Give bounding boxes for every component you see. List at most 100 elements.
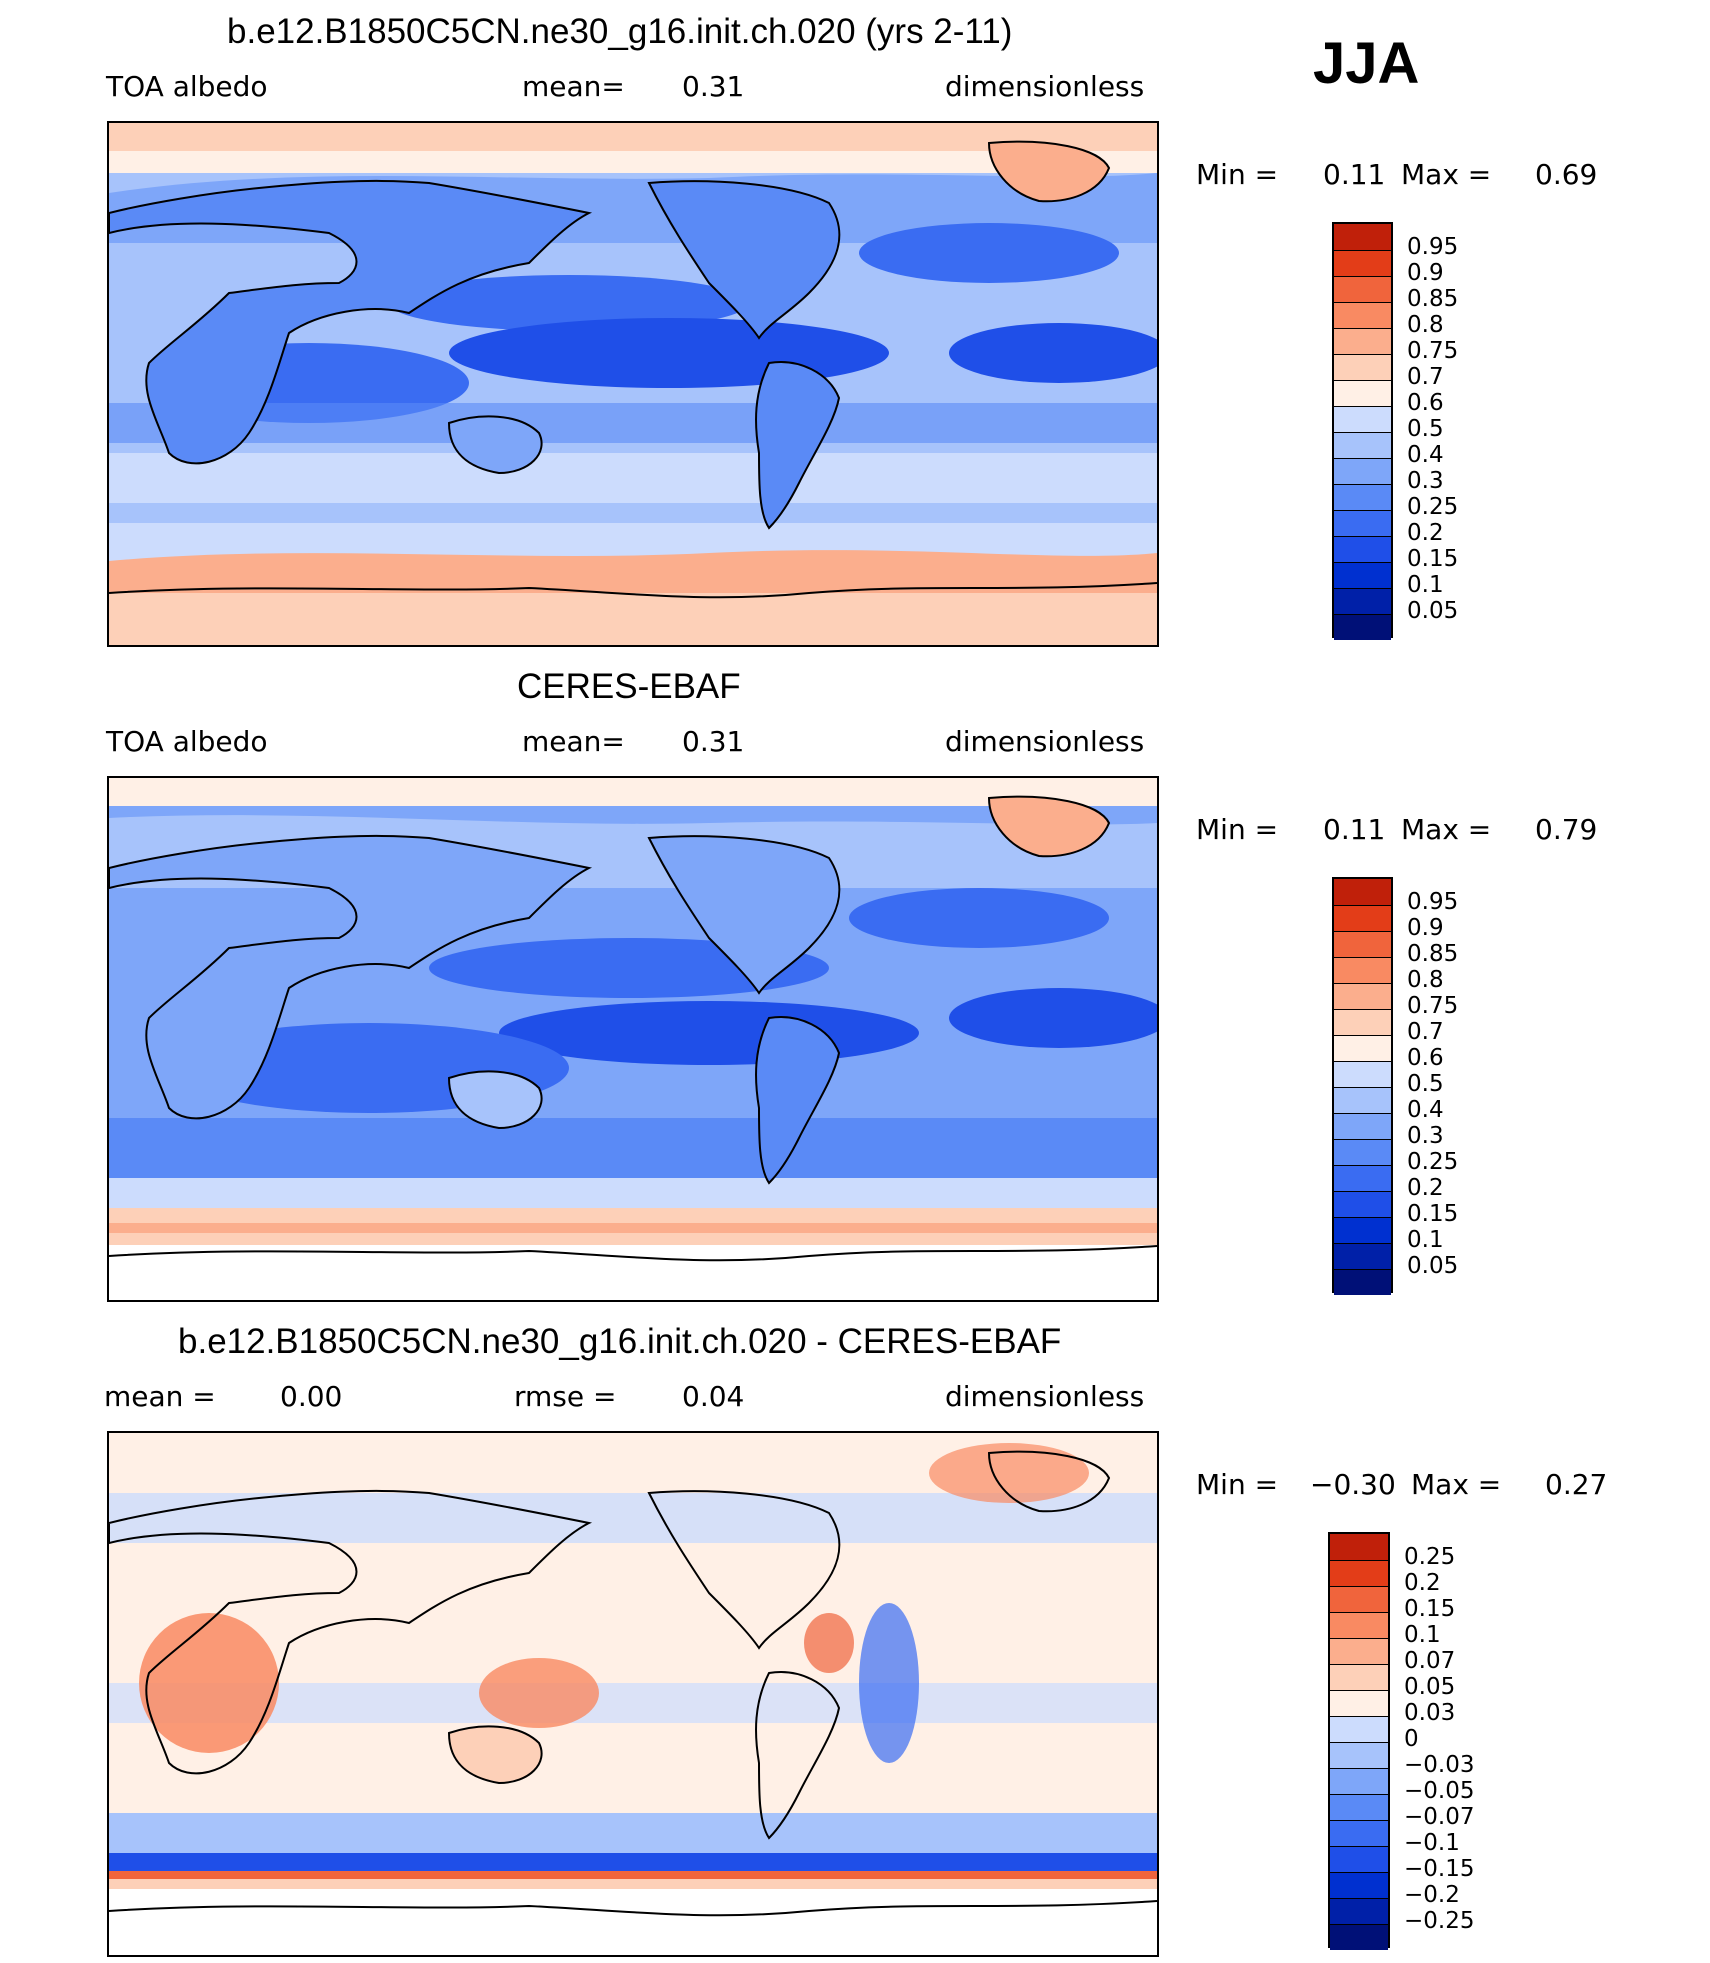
colorbar-tick-label: 0.05 bbox=[1404, 1674, 1456, 1700]
panel-1-colorbar bbox=[1332, 222, 1393, 640]
colorbar-tick-label: 0.3 bbox=[1407, 468, 1444, 494]
panel-3-max-value: 0.27 bbox=[1545, 1468, 1608, 1501]
colorbar-tick-label: 0.25 bbox=[1404, 1544, 1456, 1570]
colorbar-cell bbox=[1334, 432, 1391, 458]
panel-1-max-value: 0.69 bbox=[1535, 158, 1598, 191]
colorbar-cell bbox=[1330, 1924, 1388, 1950]
colorbar-cell bbox=[1330, 1612, 1388, 1638]
ice-edge-pos-2 bbox=[109, 1879, 1157, 1889]
antarctic-band-2 bbox=[109, 593, 1157, 645]
colorbar-cell bbox=[1334, 1087, 1391, 1113]
colorbar-tick-label: −0.1 bbox=[1404, 1830, 1460, 1856]
colorbar-cell bbox=[1334, 224, 1391, 250]
sh-midlat-band bbox=[109, 1118, 1157, 1178]
itcz-pacific bbox=[499, 1001, 919, 1065]
panel-3-colorbar bbox=[1328, 1532, 1390, 1950]
panel-3-title: b.e12.B1850C5CN.ne30_g16.init.ch.020 - C… bbox=[178, 1322, 1062, 1361]
eurasia-africa bbox=[109, 834, 593, 1120]
colorbar-cell bbox=[1330, 1794, 1388, 1820]
colorbar-cell bbox=[1334, 957, 1391, 983]
colorbar-cell bbox=[1334, 1243, 1391, 1269]
ice-edge-pos bbox=[109, 1871, 1157, 1879]
colorbar-cell bbox=[1334, 302, 1391, 328]
panel-2-mean-label: mean= bbox=[522, 725, 625, 758]
colorbar-tick-label: 0.4 bbox=[1407, 1097, 1444, 1123]
colorbar-cell bbox=[1334, 588, 1391, 614]
colorbar-tick-label: 0.8 bbox=[1407, 967, 1444, 993]
colorbar-cell bbox=[1330, 1898, 1388, 1924]
greenland-pos bbox=[929, 1443, 1089, 1503]
panel-3-map-svg bbox=[109, 1433, 1157, 1955]
colorbar-cell bbox=[1334, 905, 1391, 931]
colorbar-cell bbox=[1334, 1035, 1391, 1061]
colorbar-cell bbox=[1334, 380, 1391, 406]
colorbar-cell bbox=[1330, 1638, 1388, 1664]
colorbar-tick-label: 0.1 bbox=[1407, 1227, 1444, 1253]
colorbar-tick-label: −0.25 bbox=[1404, 1908, 1475, 1934]
panel-2-mean-value: 0.31 bbox=[682, 725, 745, 758]
panel-1-title: b.e12.B1850C5CN.ne30_g16.init.ch.020 (yr… bbox=[227, 12, 1013, 51]
colorbar-tick-label: 0.25 bbox=[1407, 494, 1459, 520]
tropic-diff bbox=[109, 1683, 1157, 1723]
colorbar-tick-label: 0.6 bbox=[1407, 390, 1444, 416]
colorbar-tick-label: 0.95 bbox=[1407, 889, 1459, 915]
panel-3-map bbox=[107, 1431, 1159, 1957]
arctic-band bbox=[109, 778, 1157, 806]
atlantic-subtropic bbox=[849, 888, 1109, 948]
colorbar-tick-label: 0 bbox=[1404, 1726, 1419, 1752]
colorbar-tick-label: 0.07 bbox=[1404, 1648, 1456, 1674]
panel-2-map-svg bbox=[109, 778, 1157, 1300]
colorbar-cell bbox=[1334, 328, 1391, 354]
colorbar-tick-label: 0.7 bbox=[1407, 1019, 1444, 1045]
colorbar-tick-label: −0.15 bbox=[1404, 1856, 1475, 1882]
colorbar-cell bbox=[1334, 484, 1391, 510]
panel-2-min-value: 0.11 bbox=[1323, 813, 1386, 846]
colorbar-tick-label: 0.7 bbox=[1407, 364, 1444, 390]
colorbar-cell bbox=[1334, 931, 1391, 957]
colorbar-tick-label: 0.25 bbox=[1407, 1149, 1459, 1175]
colorbar-tick-label: −0.2 bbox=[1404, 1882, 1460, 1908]
ice-edge-2 bbox=[109, 1223, 1157, 1233]
panel-3-units: dimensionless bbox=[945, 1380, 1145, 1413]
greenland bbox=[987, 140, 1111, 203]
panel-2-units: dimensionless bbox=[945, 725, 1145, 758]
colorbar-tick-label: 0.75 bbox=[1407, 338, 1459, 364]
panel-1-variable: TOA albedo bbox=[106, 70, 268, 103]
colorbar-cell bbox=[1334, 510, 1391, 536]
colorbar-cell bbox=[1334, 1165, 1391, 1191]
colorbar-cell bbox=[1330, 1690, 1388, 1716]
eurasia-africa bbox=[109, 1489, 593, 1775]
greenland bbox=[987, 795, 1111, 858]
panel-1-map bbox=[107, 121, 1159, 647]
colorbar-tick-label: 0.03 bbox=[1404, 1700, 1456, 1726]
australia bbox=[447, 1725, 543, 1785]
southern-ocean bbox=[109, 1178, 1157, 1208]
colorbar-cell bbox=[1330, 1742, 1388, 1768]
panel-1-min-value: 0.11 bbox=[1323, 158, 1386, 191]
colorbar-cell bbox=[1334, 879, 1391, 905]
colorbar-tick-label: 0.15 bbox=[1407, 1201, 1459, 1227]
colorbar-cell bbox=[1334, 1217, 1391, 1243]
colorbar-cell bbox=[1330, 1820, 1388, 1846]
colorbar-tick-label: 0.5 bbox=[1407, 1071, 1444, 1097]
colorbar-tick-label: 0.9 bbox=[1407, 915, 1444, 941]
panel-2-variable: TOA albedo bbox=[106, 725, 268, 758]
colorbar-tick-label: 0.6 bbox=[1407, 1045, 1444, 1071]
panel-1-min-label: Min = bbox=[1196, 158, 1279, 191]
so-strong-neg bbox=[109, 1853, 1157, 1871]
colorbar-cell bbox=[1334, 1191, 1391, 1217]
nh-midlat-diff bbox=[109, 1493, 1157, 1543]
antarctica-coast bbox=[109, 582, 1157, 599]
colorbar-cell bbox=[1334, 354, 1391, 380]
so-diff bbox=[109, 1813, 1157, 1853]
australia bbox=[447, 415, 543, 475]
colorbar-tick-label: −0.07 bbox=[1404, 1804, 1475, 1830]
colorbar-cell bbox=[1330, 1716, 1388, 1742]
colorbar-tick-label: 0.3 bbox=[1407, 1123, 1444, 1149]
colorbar-tick-label: 0.15 bbox=[1407, 546, 1459, 572]
andes-neg bbox=[859, 1603, 919, 1763]
colorbar-tick-label: 0.95 bbox=[1407, 234, 1459, 260]
panel-1-map-svg bbox=[109, 123, 1157, 645]
panel-2-colorbar bbox=[1332, 877, 1393, 1295]
panel-1-max-label: Max = bbox=[1401, 158, 1492, 191]
